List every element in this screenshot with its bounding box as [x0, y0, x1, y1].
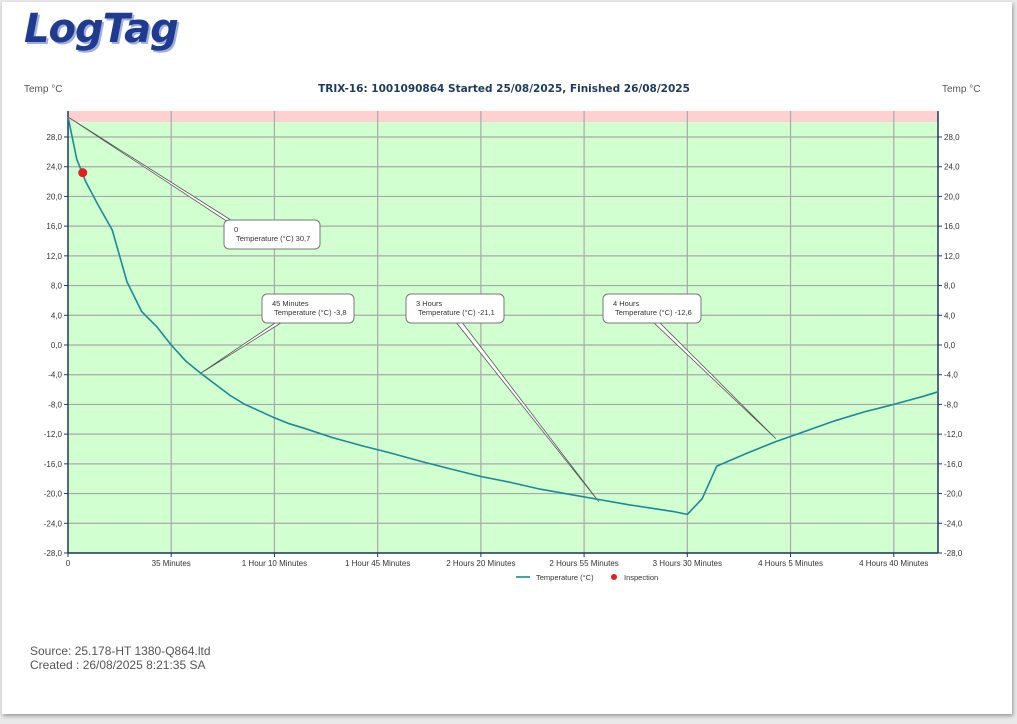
y-tick-label-right: 4,0 — [944, 311, 956, 320]
annotation-box-3 — [602, 293, 702, 324]
annotation-box-2 — [405, 293, 505, 324]
y-tick-label-left: 8,0 — [51, 282, 63, 291]
inspection-point — [78, 168, 88, 178]
x-tick-label: 3 Hours 30 Minutes — [653, 559, 722, 568]
y-tick-label-right: 8,0 — [944, 282, 956, 291]
y-tick-label-left: -4,0 — [48, 371, 62, 380]
x-tick-label: 4 Hours 40 Minutes — [859, 559, 928, 568]
y-tick-label-left: 16,0 — [46, 222, 62, 231]
legend-dot-swatch — [611, 574, 617, 580]
y-tick-label-right: 28,0 — [944, 133, 960, 142]
x-tick-labels: 0 35 Minutes 1 Hour 10 Minutes 1 Hour 45 Mi… — [66, 553, 928, 568]
y-axis-label-right: Temp °C — [942, 84, 980, 95]
annotation-box-0 — [223, 219, 321, 250]
x-tick-label: 1 Hour 10 Minutes — [242, 559, 307, 568]
temperature-bands — [68, 111, 938, 554]
y-tick-label-right: -4,0 — [944, 371, 958, 380]
y-tick-label-right: -20,0 — [944, 490, 963, 499]
logtag-logo: LogTag — [24, 6, 179, 52]
y-tick-label-left: -28,0 — [44, 549, 63, 558]
band-0 — [68, 111, 938, 123]
y-tick-label-left: 24,0 — [46, 163, 62, 172]
source-line: Source: 25.178-HT 1380-Q864.ltd — [30, 644, 211, 658]
y-tick-label-left: 0,0 — [51, 341, 63, 350]
report-footer: Source: 25.178-HT 1380-Q864.ltd Created … — [30, 644, 211, 672]
y-tick-label-left: 28,0 — [46, 133, 62, 142]
x-tick-label: 0 — [66, 559, 71, 568]
created-line: Created : 26/08/2025 8:21:35 SA — [30, 658, 206, 672]
y-tick-label-right: 20,0 — [944, 192, 960, 201]
legend-label-inspection: Inspection — [624, 573, 658, 582]
temperature-line — [67, 116, 939, 516]
annotation-label: 0 — [234, 225, 238, 234]
y-tick-label-right: -16,0 — [944, 460, 963, 469]
series-lines — [67, 116, 939, 516]
y-tick-label-right: 0,0 — [944, 341, 956, 350]
annotation-value: Temperature (°C) -21,1 — [418, 308, 495, 317]
annotation-value: Temperature (°C) -3,8 — [274, 308, 347, 317]
y-tick-label-left: 20,0 — [46, 192, 62, 201]
x-tick-label: 2 Hours 55 Minutes — [549, 559, 618, 568]
annotation-value: Temperature (°C) -12,6 — [615, 308, 692, 317]
y-tick-label-left: 4,0 — [51, 311, 63, 320]
y-tick-label-right: 16,0 — [944, 222, 960, 231]
annotation-leaders — [67, 116, 777, 502]
x-tick-label: 2 Hours 20 Minutes — [446, 559, 515, 568]
annotation-box-1 — [261, 293, 355, 324]
x-tick-label: 1 Hour 45 Minutes — [345, 559, 410, 568]
y-tick-label-left: 12,0 — [46, 252, 62, 261]
y-tick-label-right: -24,0 — [944, 519, 963, 528]
legend: Temperature (°C) Inspection — [516, 573, 658, 582]
y-tick-label-left: -16,0 — [44, 460, 63, 469]
temperature-chart: TRIX-16: 1001090864 Started 25/08/2025, … — [24, 83, 980, 582]
x-tick-label: 35 Minutes — [152, 559, 191, 568]
y-tick-label-right: -28,0 — [944, 549, 963, 558]
y-axis-label-left: Temp °C — [24, 84, 62, 95]
y-tick-label-right: -12,0 — [944, 430, 963, 439]
y-tick-labels: 28,0 28,0 24,0 24,0 20,0 20,0 16,0 16,0 12,0 12,0… — [44, 133, 963, 558]
chart-title: TRIX-16: 1001090864 Started 25/08/2025, … — [318, 83, 690, 95]
y-tick-label-right: 12,0 — [944, 252, 960, 261]
y-tick-label-right: -8,0 — [944, 400, 958, 409]
annotation-value: Temperature (°C) 30,7 — [236, 234, 310, 243]
y-tick-label-left: -12,0 — [44, 430, 63, 439]
annotation-label: 3 Hours — [416, 299, 443, 308]
y-tick-label-left: -8,0 — [48, 400, 62, 409]
y-tick-label-left: -20,0 — [44, 490, 63, 499]
legend-label-temperature: Temperature (°C) — [536, 573, 594, 582]
y-tick-label-right: 24,0 — [944, 163, 960, 172]
x-tick-label: 4 Hours 5 Minutes — [758, 559, 823, 568]
band-1 — [68, 122, 938, 554]
annotation-label: 45 Minutes — [272, 299, 309, 308]
y-tick-label-left: -24,0 — [44, 519, 63, 528]
inspection-markers — [78, 168, 88, 178]
annotation-label: 4 Hours — [613, 299, 640, 308]
report-page: LogTag TRIX-16: 1001090864 Started 25/08… — [2, 2, 1012, 714]
axes — [67, 111, 939, 554]
